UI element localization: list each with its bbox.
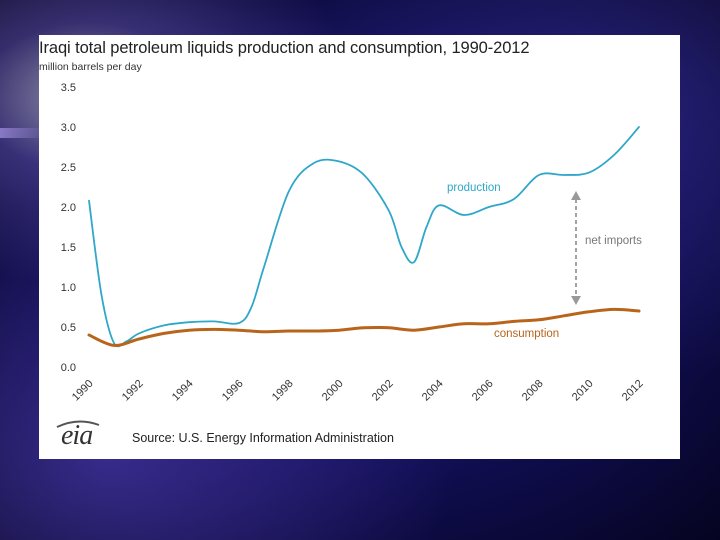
x-tick-label: 2010 — [570, 378, 596, 404]
y-tick-label: 2.0 — [61, 202, 76, 214]
y-tick-label: 2.5 — [61, 162, 76, 174]
net-imports-arrow-head-down — [571, 296, 581, 305]
source-note: Source: U.S. Energy Information Administ… — [132, 431, 394, 445]
y-tick-label: 3.0 — [61, 122, 76, 134]
series-line-production — [88, 126, 640, 348]
x-tick-label: 1994 — [170, 378, 196, 404]
x-tick-label: 2000 — [320, 378, 346, 404]
x-tick-label: 2002 — [370, 378, 396, 404]
x-tick-label: 2012 — [620, 378, 646, 404]
x-tick-label: 1990 — [70, 378, 96, 404]
chart-title: Iraqi total petroleum liquids production… — [39, 39, 530, 57]
annotation-net-imports: net imports — [585, 235, 642, 247]
y-tick-label: 0.5 — [61, 322, 76, 334]
x-tick-label: 2004 — [420, 378, 446, 404]
eia-logo-swoosh-icon — [56, 420, 100, 428]
annotation-production: production — [447, 182, 501, 194]
y-tick-label: 1.5 — [61, 242, 76, 254]
net-imports-arrow-head-up — [571, 191, 581, 200]
x-tick-label: 1992 — [120, 378, 146, 404]
chart-panel: Iraqi total petroleum liquids production… — [39, 35, 680, 459]
annotation-consumption: consumption — [494, 328, 559, 340]
x-tick-label: 1996 — [220, 378, 246, 404]
eia-logo: eia — [61, 420, 93, 451]
x-tick-label: 2008 — [520, 378, 546, 404]
y-tick-label: 3.5 — [61, 82, 76, 94]
slide-accent-bar — [0, 128, 40, 138]
x-tick-label: 2006 — [470, 378, 496, 404]
series-line-consumption — [87, 307, 641, 347]
y-tick-label: 1.0 — [61, 282, 76, 294]
y-axis-unit-label: million barrels per day — [39, 61, 142, 73]
y-tick-label: 0.0 — [61, 362, 76, 374]
x-tick-label: 1998 — [270, 378, 296, 404]
line-chart: 3.5 3.0 2.5 2.0 1.5 1.0 0.5 0.0 1990 1992 1994 1996… — [61, 82, 646, 404]
